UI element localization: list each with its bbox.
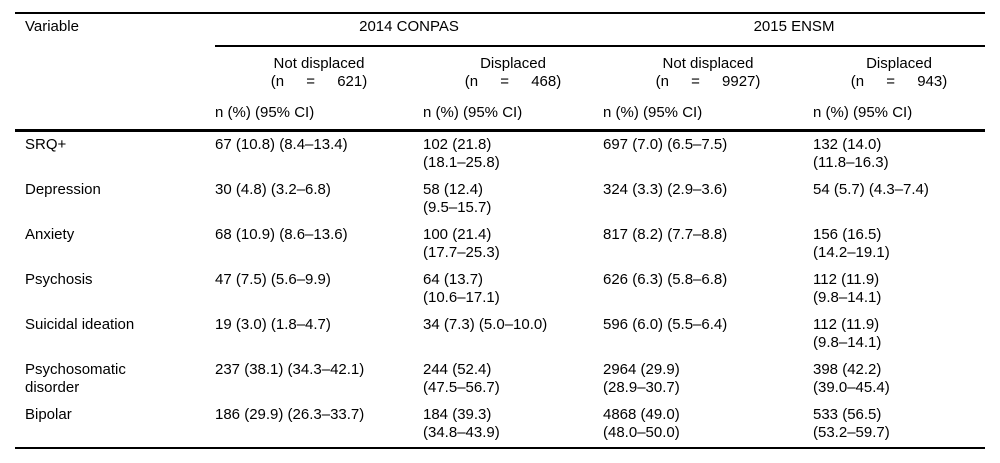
- column-header-label: Displaced: [866, 55, 932, 72]
- table-cell: 244 (52.4) (47.5–56.7): [423, 361, 500, 396]
- table-row-bipolar: Bipolar 186 (29.9) (26.3–33.7) 184 (39.3…: [15, 402, 985, 448]
- table-cell: 58 (12.4) (9.5–15.7): [423, 181, 492, 216]
- table-cell: 184 (39.3) (34.8–43.9): [423, 406, 500, 441]
- column-header-ensm-not-displaced: Not displaced (n = 9927): [603, 46, 813, 91]
- subgroup-header-row: Not displaced (n = 621) Displaced (n = 4…: [15, 46, 985, 91]
- table-cell: 324 (3.3) (2.9–3.6): [603, 181, 728, 198]
- table-row-anxiety: Anxiety 68 (10.9) (8.6–13.6) 100 (21.4) …: [15, 222, 985, 267]
- table-cell: 102 (21.8) (18.1–25.8): [423, 136, 500, 171]
- group-header-2014-conpas: 2014 CONPAS: [215, 13, 603, 47]
- table-cell: 596 (6.0) (5.5–6.4): [603, 316, 728, 333]
- row-label: Psychosomatic disorder: [25, 361, 126, 396]
- table-cell: 237 (38.1) (34.3–42.1): [215, 361, 365, 378]
- table-cell: 100 (21.4) (17.7–25.3): [423, 226, 500, 261]
- table-row-suicidal-ideation: Suicidal ideation 19 (3.0) (1.8–4.7) 34 …: [15, 312, 985, 357]
- table-cell: 64 (13.7) (10.6–17.1): [423, 271, 500, 306]
- column-header-label: Displaced: [480, 55, 546, 72]
- table-cell: 697 (7.0) (6.5–7.5): [603, 136, 728, 153]
- prevalence-table: Variable 2014 CONPAS 2015 ENSM Not displ…: [15, 12, 985, 449]
- table-cell: 817 (8.2) (7.7–8.8): [603, 226, 728, 243]
- table-cell: 68 (10.9) (8.6–13.6): [215, 226, 348, 243]
- group-header-2015-ensm: 2015 ENSM: [603, 13, 985, 47]
- table-cell: 19 (3.0) (1.8–4.7): [215, 316, 331, 333]
- sample-size: (n = 621): [270, 73, 368, 90]
- measure-header: n (%) (95% CI): [423, 104, 523, 121]
- row-label: Depression: [25, 181, 101, 198]
- sample-size: (n = 9927): [655, 73, 761, 90]
- table-cell: 67 (10.8) (8.4–13.4): [215, 136, 348, 153]
- table-cell: 34 (7.3) (5.0–10.0): [423, 316, 548, 333]
- table-cell: 47 (7.5) (5.6–9.9): [215, 271, 331, 288]
- table-cell: 398 (42.2) (39.0–45.4): [813, 361, 890, 396]
- table-cell: 2964 (29.9) (28.9–30.7): [603, 361, 680, 396]
- variable-column-header: Variable: [25, 18, 79, 35]
- row-label: Suicidal ideation: [25, 316, 135, 333]
- table-cell: 112 (11.9) (9.8–14.1): [813, 271, 882, 306]
- table-cell: 54 (5.7) (4.3–7.4): [813, 181, 929, 198]
- measure-header-row: n (%) (95% CI) n (%) (95% CI) n (%) (95%…: [15, 91, 985, 131]
- table-cell: 533 (56.5) (53.2–59.7): [813, 406, 890, 441]
- table-row-psychosis: Psychosis 47 (7.5) (5.6–9.9) 64 (13.7) (…: [15, 267, 985, 312]
- table-cell: 112 (11.9) (9.8–14.1): [813, 316, 882, 351]
- table-body: SRQ+ 67 (10.8) (8.4–13.4) 102 (21.8) (18…: [15, 131, 985, 449]
- row-label: Bipolar: [25, 406, 72, 423]
- table-cell: 186 (29.9) (26.3–33.7): [215, 406, 365, 423]
- table-cell: 626 (6.3) (5.8–6.8): [603, 271, 728, 288]
- table-header: Variable 2014 CONPAS 2015 ENSM Not displ…: [15, 13, 985, 131]
- column-header-label: Not displaced: [273, 55, 365, 72]
- table-cell: 4868 (49.0) (48.0–50.0): [603, 406, 680, 441]
- sample-size: (n = 943): [850, 73, 948, 90]
- group-header-row: Variable 2014 CONPAS 2015 ENSM: [15, 13, 985, 47]
- table-row-depression: Depression 30 (4.8) (3.2–6.8) 58 (12.4) …: [15, 177, 985, 222]
- row-label: SRQ+: [25, 136, 67, 153]
- column-header-conpas-not-displaced: Not displaced (n = 621): [215, 46, 423, 91]
- column-header-ensm-displaced: Displaced (n = 943): [813, 46, 985, 91]
- row-label: Anxiety: [25, 226, 75, 243]
- table-cell: 132 (14.0) (11.8–16.3): [813, 136, 889, 171]
- row-label: Psychosis: [25, 271, 93, 288]
- table-row-psychosomatic-disorder: Psychosomatic disorder 237 (38.1) (34.3–…: [15, 357, 985, 402]
- column-header-conpas-displaced: Displaced (n = 468): [423, 46, 603, 91]
- measure-header: n (%) (95% CI): [603, 104, 703, 121]
- table-row-srq: SRQ+ 67 (10.8) (8.4–13.4) 102 (21.8) (18…: [15, 131, 985, 178]
- measure-header: n (%) (95% CI): [215, 104, 315, 121]
- sample-size: (n = 468): [464, 73, 562, 90]
- table-cell: 156 (16.5) (14.2–19.1): [813, 226, 890, 261]
- column-header-label: Not displaced: [662, 55, 754, 72]
- table-cell: 30 (4.8) (3.2–6.8): [215, 181, 331, 198]
- measure-header: n (%) (95% CI): [813, 104, 913, 121]
